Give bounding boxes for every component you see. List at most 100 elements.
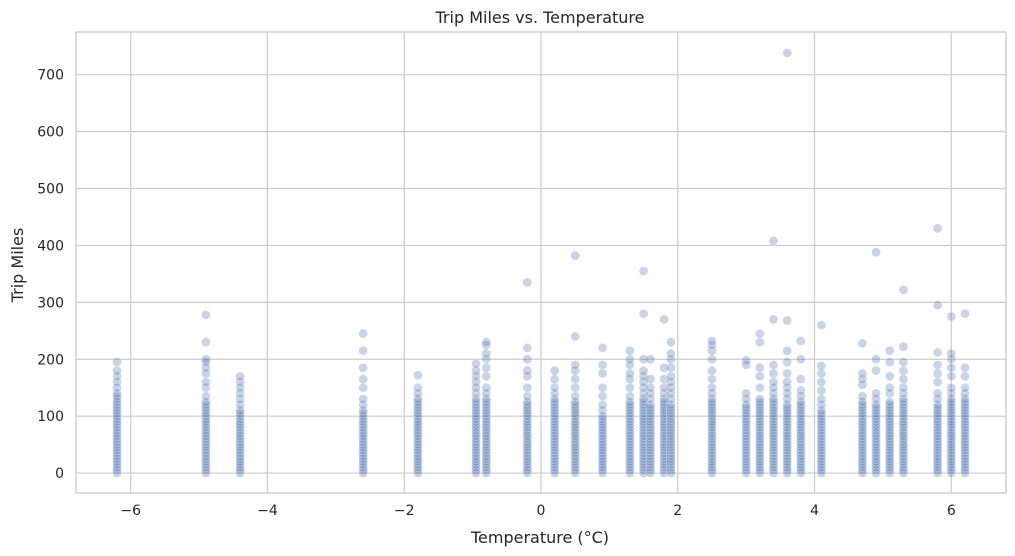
data-point [666, 362, 676, 373]
data-point [112, 445, 122, 456]
data-point [597, 431, 608, 441]
data-point [570, 454, 580, 464]
data-point [235, 448, 245, 458]
data-point [659, 394, 669, 404]
data-point [522, 468, 533, 478]
data-point [707, 454, 717, 464]
data-point [112, 425, 122, 436]
data-point [741, 414, 751, 424]
data-point [471, 388, 481, 399]
data-point [413, 434, 423, 444]
data-point [960, 442, 970, 453]
data-point [549, 394, 560, 404]
data-point [112, 411, 122, 421]
data-point [481, 402, 492, 413]
data-point [570, 445, 580, 456]
data-point [471, 359, 481, 369]
data-point [659, 419, 669, 430]
x-tick-label: 2 [673, 503, 682, 519]
data-point [638, 448, 649, 458]
data-point [782, 436, 792, 447]
data-point [645, 451, 656, 461]
data-point [638, 371, 649, 382]
x-tick-label: −2 [394, 503, 415, 519]
data-point [666, 462, 676, 473]
data-point [570, 374, 580, 384]
y-tick-label: 700 [37, 68, 64, 84]
data-point [946, 436, 957, 447]
data-point [898, 388, 909, 399]
data-point [768, 439, 779, 450]
data-point [481, 419, 492, 430]
data-point [871, 419, 881, 430]
data-point [638, 428, 649, 439]
data-point [768, 428, 779, 439]
data-point [235, 465, 245, 476]
data-point [816, 368, 827, 379]
data-point [549, 374, 560, 384]
data-point [741, 388, 751, 399]
data-point [816, 431, 827, 441]
data-point [666, 408, 676, 419]
data-point [666, 354, 676, 365]
data-point [898, 456, 909, 467]
data-point [570, 462, 580, 473]
data-point [625, 417, 635, 427]
data-point [816, 462, 827, 473]
data-point [960, 419, 970, 430]
data-point [932, 428, 943, 439]
data-point [597, 468, 608, 478]
data-point [755, 431, 765, 441]
data-point [413, 431, 423, 441]
data-point [768, 422, 779, 433]
data-point [358, 431, 369, 441]
data-point [645, 382, 656, 393]
data-point [235, 388, 245, 399]
data-point [481, 362, 492, 373]
data-point [932, 347, 943, 358]
data-point [570, 451, 580, 461]
data-point [659, 408, 669, 419]
data-point [884, 451, 895, 461]
data-point [960, 411, 970, 421]
data-point [112, 448, 122, 458]
data-point [884, 411, 895, 421]
data-point [358, 425, 369, 436]
data-point [932, 368, 943, 379]
data-point [481, 439, 492, 450]
data-point [597, 434, 608, 444]
data-point [522, 277, 533, 288]
data-point [707, 354, 717, 365]
data-point [471, 422, 481, 433]
data-point [201, 436, 211, 447]
data-point [816, 465, 827, 476]
data-point [549, 448, 560, 458]
data-point [932, 436, 943, 447]
data-point [413, 422, 423, 433]
data-point [741, 445, 751, 456]
data-point [659, 451, 669, 461]
data-point [358, 442, 369, 453]
data-point [960, 431, 970, 441]
data-point [782, 377, 792, 387]
data-point [871, 388, 881, 399]
data-point [638, 436, 649, 447]
data-point [666, 442, 676, 453]
data-point [707, 411, 717, 421]
data-point [755, 445, 765, 456]
data-point [782, 394, 792, 404]
y-tick-label: 400 [37, 238, 64, 254]
data-point [570, 405, 580, 416]
data-point [549, 419, 560, 430]
data-point [946, 431, 957, 441]
data-point [666, 468, 676, 478]
data-point [884, 388, 895, 399]
data-point [871, 465, 881, 476]
data-point [946, 311, 957, 322]
data-point [638, 459, 649, 470]
data-point [645, 408, 656, 419]
data-point [857, 338, 868, 349]
data-point [522, 456, 533, 467]
data-point [235, 442, 245, 453]
data-point [201, 439, 211, 450]
